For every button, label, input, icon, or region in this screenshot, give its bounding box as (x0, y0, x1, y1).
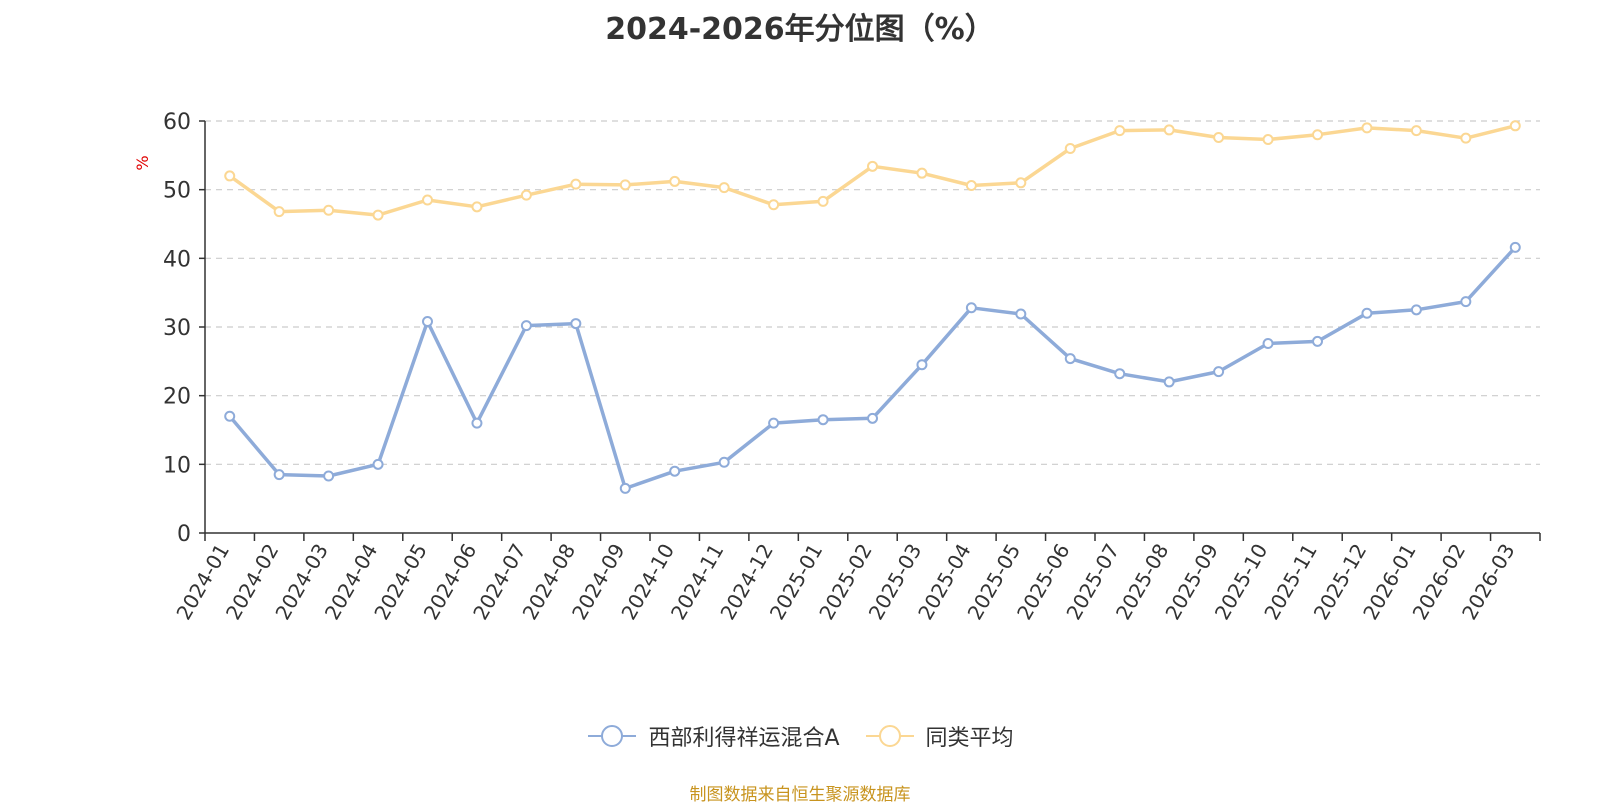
data-point-series-1 (224, 410, 236, 422)
data-point-series-2 (768, 199, 780, 211)
data-point-series-1 (1015, 308, 1027, 320)
data-point-series-1 (619, 482, 631, 494)
data-point-series-1 (1410, 304, 1422, 316)
data-source-note: 制图数据来自恒生聚源数据库 (689, 785, 911, 805)
data-point-series-1 (1213, 366, 1225, 378)
data-point-series-1 (323, 470, 335, 482)
data-point-series-1 (1262, 337, 1274, 349)
data-point-series-2 (1064, 142, 1076, 154)
data-point-series-1 (1460, 296, 1472, 308)
y-axis-label: % (133, 155, 152, 170)
series-lines (224, 120, 1521, 494)
y-tick-label: 20 (163, 385, 191, 410)
data-point-series-2 (1361, 122, 1373, 134)
data-point-series-2 (1213, 131, 1225, 143)
data-point-series-2 (520, 189, 532, 201)
y-tick-label: 30 (163, 316, 191, 341)
data-point-series-1 (1312, 335, 1323, 347)
data-point-series-2 (817, 195, 829, 207)
data-point-series-2 (718, 182, 730, 194)
data-point-series-2 (273, 206, 285, 218)
data-point-series-2 (1262, 134, 1274, 146)
axes (199, 120, 1541, 541)
data-point-series-1 (1509, 241, 1521, 253)
data-point-series-1 (570, 318, 582, 330)
data-point-series-2 (867, 160, 878, 172)
data-point-series-2 (323, 204, 335, 216)
data-point-series-1 (718, 456, 730, 468)
data-point-series-2 (916, 167, 928, 179)
data-point-series-1 (1163, 376, 1175, 388)
data-point-series-1 (817, 414, 829, 426)
data-point-series-2 (1015, 177, 1027, 189)
y-tick-label: 40 (163, 247, 191, 272)
data-point-series-1 (867, 412, 878, 424)
data-point-series-1 (965, 302, 977, 314)
axis-labels: 0102030405060%2024-012024-022024-032024-… (133, 110, 1520, 624)
legend-marker-icon (588, 725, 637, 747)
legend: 西部利得祥运混合A 同类平均 (0, 720, 1600, 752)
chart-title: 2024-2026年分位图（%） (605, 12, 995, 47)
data-point-series-2 (619, 179, 631, 191)
data-point-series-2 (1312, 129, 1323, 141)
data-point-series-1 (1114, 368, 1126, 380)
data-point-series-1 (520, 320, 532, 332)
data-point-series-1 (916, 359, 928, 371)
data-point-series-1 (669, 465, 681, 477)
data-point-series-1 (372, 458, 384, 470)
y-tick-label: 60 (163, 110, 191, 135)
data-point-series-2 (224, 170, 236, 182)
data-point-series-2 (965, 180, 977, 192)
data-point-series-2 (422, 194, 433, 206)
legend-marker-icon (865, 725, 914, 747)
legend-label-series-1: 西部利得祥运混合A (648, 726, 840, 751)
data-point-series-1 (768, 417, 780, 429)
data-point-series-1 (471, 417, 483, 429)
data-point-series-2 (570, 178, 582, 190)
data-point-series-2 (372, 209, 384, 221)
series-line-1 (228, 246, 1517, 491)
data-point-series-1 (422, 316, 433, 328)
y-tick-label: 50 (163, 179, 191, 204)
data-point-series-1 (273, 469, 285, 481)
data-point-series-2 (1410, 125, 1422, 137)
legend-label-series-2: 同类平均 (925, 726, 1014, 751)
data-point-series-2 (1460, 132, 1472, 144)
data-point-series-2 (1114, 125, 1126, 137)
data-point-series-2 (669, 175, 681, 187)
legend-item-series-1[interactable]: 西部利得祥运混合A (586, 720, 840, 752)
data-point-series-2 (471, 201, 483, 213)
legend-item-series-2[interactable]: 同类平均 (864, 720, 1014, 752)
data-point-series-1 (1361, 307, 1373, 319)
y-tick-label: 10 (163, 453, 191, 478)
y-tick-label: 0 (177, 522, 191, 547)
data-point-series-1 (1064, 353, 1076, 365)
data-point-series-2 (1509, 120, 1521, 132)
data-point-series-2 (1163, 124, 1175, 136)
